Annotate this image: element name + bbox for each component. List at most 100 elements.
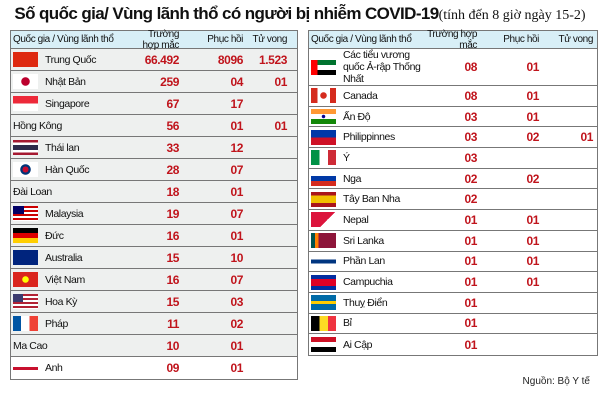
country-cell: Nga	[309, 171, 427, 187]
header-cases: Trường hợp mắc	[142, 28, 179, 51]
cases-value: 11	[167, 316, 179, 331]
table-row: Philippinnes 03 02 01	[309, 127, 597, 149]
cases-value: 03	[464, 150, 477, 165]
table-header: Quốc gia / Vùng lãnh thổ Trường hợp mắc …	[11, 28, 297, 51]
country-name: Campuchia	[343, 276, 393, 289]
recovered-value: 01	[526, 88, 539, 103]
country-cell: Philippinnes	[309, 129, 427, 145]
table-row: Ấn Độ 03 01	[309, 107, 597, 128]
cases-value: 15	[166, 294, 179, 309]
country-name: Nhật Bản	[45, 75, 86, 88]
flag-fi-icon	[311, 253, 336, 269]
country-cell: Singapore	[11, 96, 131, 111]
country-name: Pháp	[45, 317, 68, 330]
country-cell: Hàn Quốc	[11, 162, 131, 177]
country-cell: Australia	[11, 250, 131, 265]
table-row: Phần Lan 01 01	[309, 252, 597, 273]
table-row: Các tiểu vương quốc Ả-rập Thống Nhất 08 01	[309, 49, 597, 86]
left-table: Quốc gia / Vùng lãnh thổ Trường hợp mắc …	[10, 28, 298, 380]
flag-sg-icon	[13, 96, 38, 111]
country-name: Nga	[343, 172, 362, 185]
country-name: Anh	[45, 362, 63, 374]
table-row: Nhật Bản 259 04 01	[11, 71, 297, 93]
cases-value: 01	[464, 233, 477, 248]
flag-kr-icon	[13, 162, 38, 177]
country-name: Đức	[45, 229, 64, 242]
cases-value: 09	[166, 361, 179, 375]
deaths-value: 01	[274, 118, 287, 133]
recovered-value: 12	[230, 140, 243, 155]
country-cell: Nepal	[309, 212, 427, 228]
table-row: Thuỵ Điển 01	[309, 293, 597, 314]
table-row: Anh 09 01	[11, 357, 297, 379]
country-cell: Các tiểu vương quốc Ả-rập Thống Nhất	[309, 49, 427, 85]
country-cell: Ý	[309, 150, 427, 166]
table-row: Đài Loan 18 01	[11, 181, 297, 203]
country-name: Hàn Quốc	[45, 163, 90, 176]
country-cell: Trung Quốc	[11, 52, 131, 67]
flag-lk-icon	[311, 233, 336, 249]
country-cell: Anh	[11, 360, 131, 376]
country-name: Thuỵ Điển	[343, 296, 388, 309]
recovered-value: 01	[230, 338, 243, 353]
country-name: Hoa Kỳ	[45, 295, 78, 308]
country-name: Đài Loan	[13, 185, 52, 198]
country-name: Trung Quốc	[45, 53, 97, 66]
table-row: Đức 16 01	[11, 225, 297, 247]
country-name: Thái lan	[45, 141, 80, 154]
cases-value: 16	[166, 228, 179, 243]
country-cell: Pháp	[11, 316, 131, 331]
table-row: Hoa Kỳ 15 03	[11, 291, 297, 313]
country-name: Bỉ	[343, 317, 352, 330]
country-name: Sri Lanka	[343, 234, 384, 247]
country-cell: Malaysia	[11, 206, 131, 221]
cases-value: 01	[464, 212, 477, 227]
recovered-value: 01	[230, 228, 243, 243]
table-row: Ý 03	[309, 148, 597, 169]
country-cell: Đài Loan	[11, 186, 131, 198]
country-name: Malaysia	[45, 207, 84, 220]
recovered-value: 02	[230, 316, 243, 331]
recovered-value: 04	[230, 74, 243, 89]
cases-value: 01	[464, 316, 477, 331]
country-cell: Thái lan	[11, 140, 131, 155]
country-name: Nepal	[343, 213, 369, 226]
flag-jp-icon	[13, 74, 38, 89]
flag-us-icon	[13, 294, 38, 309]
cases-value: 16	[166, 272, 179, 287]
country-cell: Hoa Kỳ	[11, 294, 131, 309]
country-name: Australia	[45, 251, 83, 264]
recovered-value: 17	[230, 96, 243, 111]
header-country: Quốc gia / Vùng lãnh thổ	[311, 34, 412, 45]
deaths-value: 01	[274, 74, 287, 89]
table-row: Canada 08 01	[309, 86, 597, 107]
table-row: Hồng Kông 56 01 01	[11, 115, 297, 137]
header-cases: Trường hợp mắc	[427, 28, 477, 51]
cases-value: 18	[166, 184, 179, 199]
country-cell: Sri Lanka	[309, 233, 427, 249]
country-cell: Nhật Bản	[11, 74, 131, 89]
cases-value: 01	[464, 275, 477, 290]
country-name: Tây Ban Nha	[343, 193, 400, 206]
cases-value: 03	[464, 109, 477, 124]
header-country: Quốc gia / Vùng lãnh thổ	[13, 34, 114, 45]
country-cell: Ai Cập	[309, 337, 427, 353]
flag-se-icon	[311, 295, 336, 311]
flag-eg-icon	[311, 337, 336, 353]
flag-ae-icon	[311, 59, 336, 75]
recovered-value: 07	[230, 272, 243, 287]
country-name: Hồng Kông	[13, 119, 62, 132]
recovered-value: 01	[526, 109, 539, 124]
flag-in-icon	[311, 109, 336, 125]
flag-it-icon	[311, 150, 336, 166]
flag-cn-icon	[13, 52, 38, 67]
header-deaths: Tử vong	[558, 34, 594, 45]
flag-fr-icon	[13, 316, 38, 331]
table-header: Quốc gia / Vùng lãnh thổ Trường hợp mắc …	[309, 28, 597, 51]
recovered-value: 01	[230, 118, 243, 133]
recovered-value: 03	[230, 294, 243, 309]
cases-value: 01	[464, 254, 477, 269]
table-row: Tây Ban Nha 02	[309, 189, 597, 211]
country-cell: Tây Ban Nha	[309, 191, 427, 207]
flag-my-icon	[13, 206, 38, 221]
